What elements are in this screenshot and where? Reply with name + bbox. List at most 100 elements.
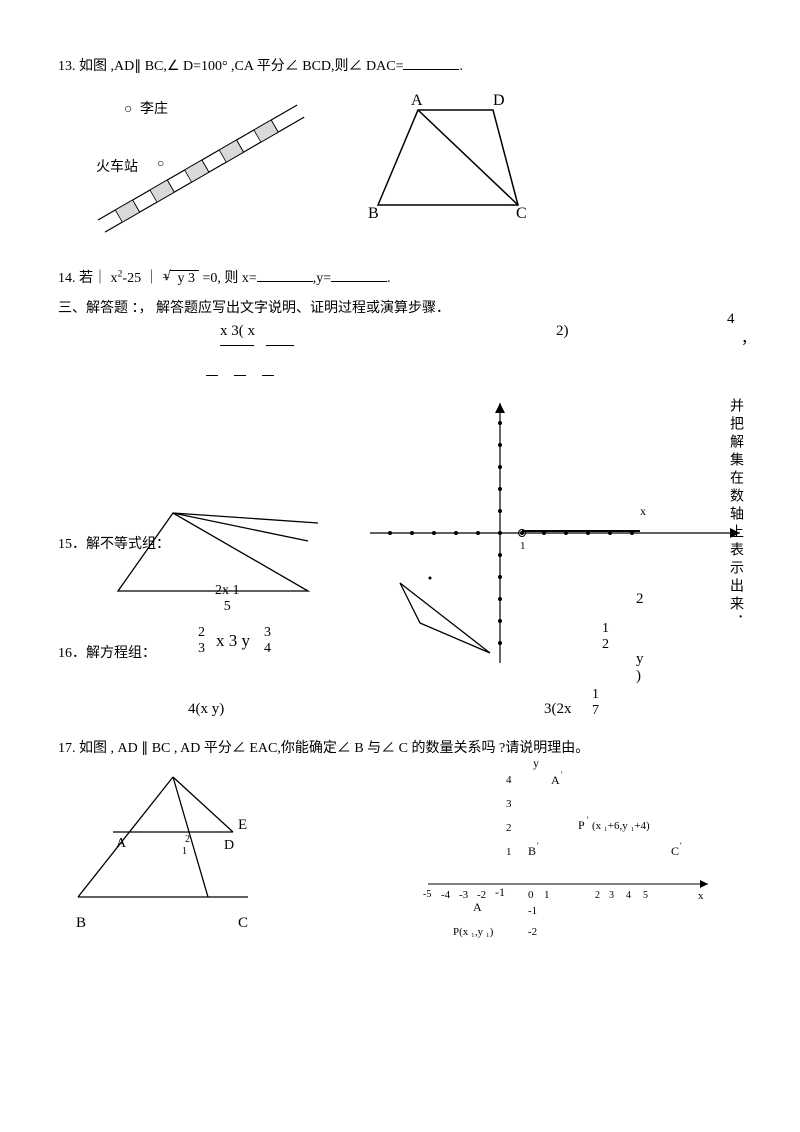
fourxy: 4(x y) [188, 701, 224, 718]
section3-title: 三、解答题 ：， 解答题应写出文字说明、证明过程或演算步骤． [58, 297, 742, 317]
vertex-a: A [411, 92, 423, 109]
frag-2p: 2) [556, 323, 569, 340]
yt2: 2 [506, 822, 512, 834]
vertex-b: B [368, 205, 379, 222]
q14-sqrt: y 3 [173, 271, 199, 286]
frag-x3x: x 3( x [220, 323, 255, 340]
fragment-row1: x 3( x 2) 4 ， [58, 323, 742, 383]
big-axes: x 1 [370, 393, 750, 663]
right-1: 1 [602, 621, 609, 637]
tri-dot [429, 577, 432, 580]
coord-figure: y 4 3 2 1 A ' B ' C ' P ' (x ₁+6,y ₁+4) … [398, 749, 718, 949]
frag-u5 [262, 375, 274, 376]
c-bprime: B [528, 844, 536, 858]
yt1: 1 [506, 846, 512, 858]
q16-label: 16．解方程组： [58, 642, 156, 662]
q14-blank1 [257, 268, 313, 282]
frac-top: 2x 1 [215, 583, 240, 599]
c-aprime-t: ' [561, 770, 563, 780]
q13-figures: ○ 李庄 火车站 ○ A D [58, 85, 742, 235]
c-y: y [533, 756, 539, 770]
yneg2: -2 [528, 926, 537, 938]
frac23-bot: 3 [198, 641, 205, 657]
frac23-top: 2 [198, 625, 205, 641]
y-arrow [495, 403, 505, 413]
station-marker: ○ [157, 156, 164, 170]
frag-u4 [234, 375, 246, 376]
lizhuang-label: 李庄 [140, 100, 168, 117]
q14-e: . [387, 271, 391, 286]
q17-a: A [116, 836, 127, 851]
axis-one: 1 [520, 540, 526, 552]
q17-figure: E A D 2 1 [58, 757, 288, 917]
railroad-figure: ○ 李庄 火车站 ○ [58, 85, 338, 235]
q13-a: 13. 如图 ,AD∥ BC,∠ D=100° ,CA 平分∠ BCD,则∠ D… [58, 59, 403, 74]
c-cprime: C [671, 844, 679, 858]
q14-c: =0, 则 x= [199, 271, 257, 286]
c-cprime-t: ' [680, 841, 682, 851]
c-pprime-t: ' [587, 815, 589, 825]
xt2: 2 [595, 890, 600, 901]
bottom-area: E A D 2 1 B C y 4 3 2 1 A ' B ' C ' P ' [58, 757, 742, 957]
q14-blank2 [331, 268, 387, 282]
frag-u1 [220, 345, 254, 346]
q17-1: 1 [182, 846, 187, 857]
q13-text: 13. 如图 ,AD∥ BC,∠ D=100° ,CA 平分∠ BCD,则∠ D… [58, 55, 742, 75]
frac34-top: 3 [264, 625, 271, 641]
frac-3-4: 3 4 [264, 625, 271, 657]
small-triangle [400, 583, 490, 653]
xt3: 3 [609, 890, 614, 901]
frac34-bot: 4 [264, 641, 271, 657]
c-p: P(x ₁,y ₁) [453, 926, 494, 938]
q13-b: . [459, 59, 463, 74]
xt-5: -5 [423, 889, 431, 900]
c-x: x [698, 890, 704, 902]
three2x: 3(2x [544, 701, 572, 718]
frac-2x1-5: 2x 1 5 [215, 583, 240, 615]
trapezoid-figure: A D B C [358, 85, 558, 235]
q17-c: C [238, 915, 248, 932]
c-pprime: P [578, 818, 585, 832]
c-bprime-t: ' [537, 841, 539, 851]
q17-2: 2 [185, 834, 190, 845]
xt-3: -3 [459, 889, 469, 901]
lizhuang-marker: ○ [124, 102, 132, 117]
diagonal-ac [418, 110, 518, 205]
xt-1: -1 [495, 885, 505, 899]
mid-area: x 1 15．解不等式组： 2x 1 5 2 1 2 y ) 16．解方程组： … [58, 393, 742, 693]
xt5: 5 [643, 890, 648, 901]
vertex-d: D [493, 92, 505, 109]
yneg1: -1 [528, 905, 537, 917]
yt4: 4 [506, 774, 512, 786]
xt1: 1 [544, 889, 550, 901]
xt0: 0 [528, 889, 534, 901]
frac-2-3: 2 3 [198, 625, 205, 657]
q17-b: B [76, 915, 86, 932]
right-neg2: 2 [602, 637, 609, 653]
xt-4: -4 [441, 889, 451, 901]
q13-blank [403, 56, 459, 70]
axis-x-label: x [640, 504, 646, 518]
q17-e: E [238, 817, 247, 833]
frag-u2 [266, 345, 294, 346]
q14-d: ,y= [313, 271, 331, 286]
fragment-row2: 4(x y) 3(2x 1 7 [58, 693, 742, 733]
frac-bot: 5 [215, 599, 240, 615]
frag-comma: ， [741, 327, 756, 348]
huochezhan-label: 火车站 [96, 158, 138, 175]
xt4: 4 [626, 890, 631, 901]
frag-4: 4 [727, 311, 735, 328]
frag-u3 [206, 375, 218, 376]
q14-text: 14. 若｜ x2-25 ｜ + √y 3 =0, 则 x=,y=. [58, 267, 742, 287]
c-aprime: A [551, 773, 560, 787]
right-2: 2 [636, 591, 644, 608]
vertex-c: C [516, 205, 527, 222]
yt3: 3 [506, 798, 512, 810]
c-a: A [473, 900, 482, 914]
x-arrow [730, 528, 740, 538]
c-pprime-xy: (x ₁+6,y ₁+4) [592, 820, 650, 832]
trapezoid-shape [378, 110, 518, 205]
q14-a: 14. 若｜ x [58, 271, 118, 286]
one-seven: 1 7 [592, 687, 599, 719]
right-y: y ) [636, 651, 644, 685]
